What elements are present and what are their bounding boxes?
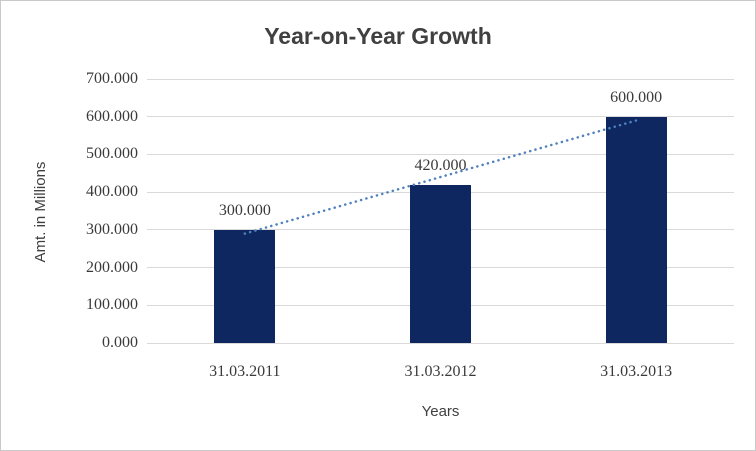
y-tick-label: 400.000 xyxy=(86,183,138,201)
bar xyxy=(410,184,471,343)
y-tick-label: 300.000 xyxy=(86,220,138,238)
y-axis-title: Amt. in Millions xyxy=(32,161,49,263)
y-tick-label: 100.000 xyxy=(86,296,138,314)
y-tick-label: 700.000 xyxy=(86,70,138,87)
data-label: 420.000 xyxy=(414,156,467,174)
y-tick-label: 600.000 xyxy=(86,107,138,125)
bar xyxy=(214,229,276,343)
y-tick-label: 0.000 xyxy=(102,334,138,351)
y-tick-label: 500.000 xyxy=(86,145,138,163)
data-label: 600.000 xyxy=(610,88,663,106)
data-label: 300.000 xyxy=(218,201,271,219)
gridline xyxy=(147,116,734,118)
gridline xyxy=(147,342,734,344)
x-axis-title: Years xyxy=(421,403,460,420)
bar xyxy=(605,116,667,343)
chart-title: Year-on-Year Growth xyxy=(264,23,492,49)
y-tick-label: 200.000 xyxy=(86,258,138,276)
x-tick-label: 31.03.2013 xyxy=(600,363,673,380)
x-tick-label: 31.03.2012 xyxy=(404,363,477,380)
gridline xyxy=(147,78,734,80)
x-tick-label: 31.03.2011 xyxy=(209,363,281,380)
